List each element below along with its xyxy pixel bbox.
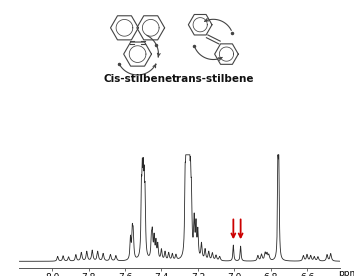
- Text: Cis-stilbene: Cis-stilbene: [103, 74, 172, 84]
- Text: ppm: ppm: [338, 269, 354, 276]
- Text: trans-stilbene: trans-stilbene: [172, 74, 255, 84]
